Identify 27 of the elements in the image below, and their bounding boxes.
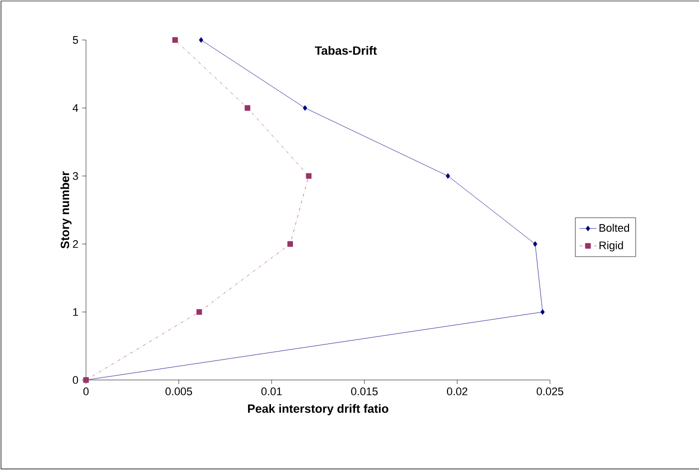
- y-tick-label: 5: [72, 36, 78, 44]
- point: [244, 105, 250, 111]
- chart-title: Tabas-Drift: [314, 46, 377, 55]
- point: [172, 37, 178, 43]
- y-tick-label: 4: [72, 104, 78, 112]
- x-tick-label: 0.01: [261, 388, 282, 396]
- y-tick-label: 3: [72, 172, 78, 180]
- y-axis-title: Story number: [60, 171, 72, 249]
- x-tick-label: 0.025: [536, 388, 564, 396]
- point: [540, 309, 545, 315]
- point: [302, 105, 308, 111]
- point: [533, 241, 538, 247]
- x-tick-label: 0.02: [446, 388, 468, 396]
- legend-label: Bolted: [600, 224, 630, 232]
- x-axis-title: Peak interstory drift fatio: [248, 404, 388, 416]
- point: [196, 309, 202, 315]
- x-tick-label: 0.005: [166, 388, 192, 396]
- y-tick-label: 2: [72, 240, 78, 248]
- x-tick-label: 0.015: [351, 388, 378, 396]
- y-tick-label: 0: [72, 376, 78, 384]
- point: [306, 173, 312, 179]
- point: [287, 241, 293, 247]
- x-tick-label: 0: [83, 388, 89, 396]
- point: [446, 173, 450, 179]
- legend-label: Rigid: [600, 241, 623, 252]
- point: [198, 37, 204, 43]
- y-tick-label: 1: [73, 308, 78, 316]
